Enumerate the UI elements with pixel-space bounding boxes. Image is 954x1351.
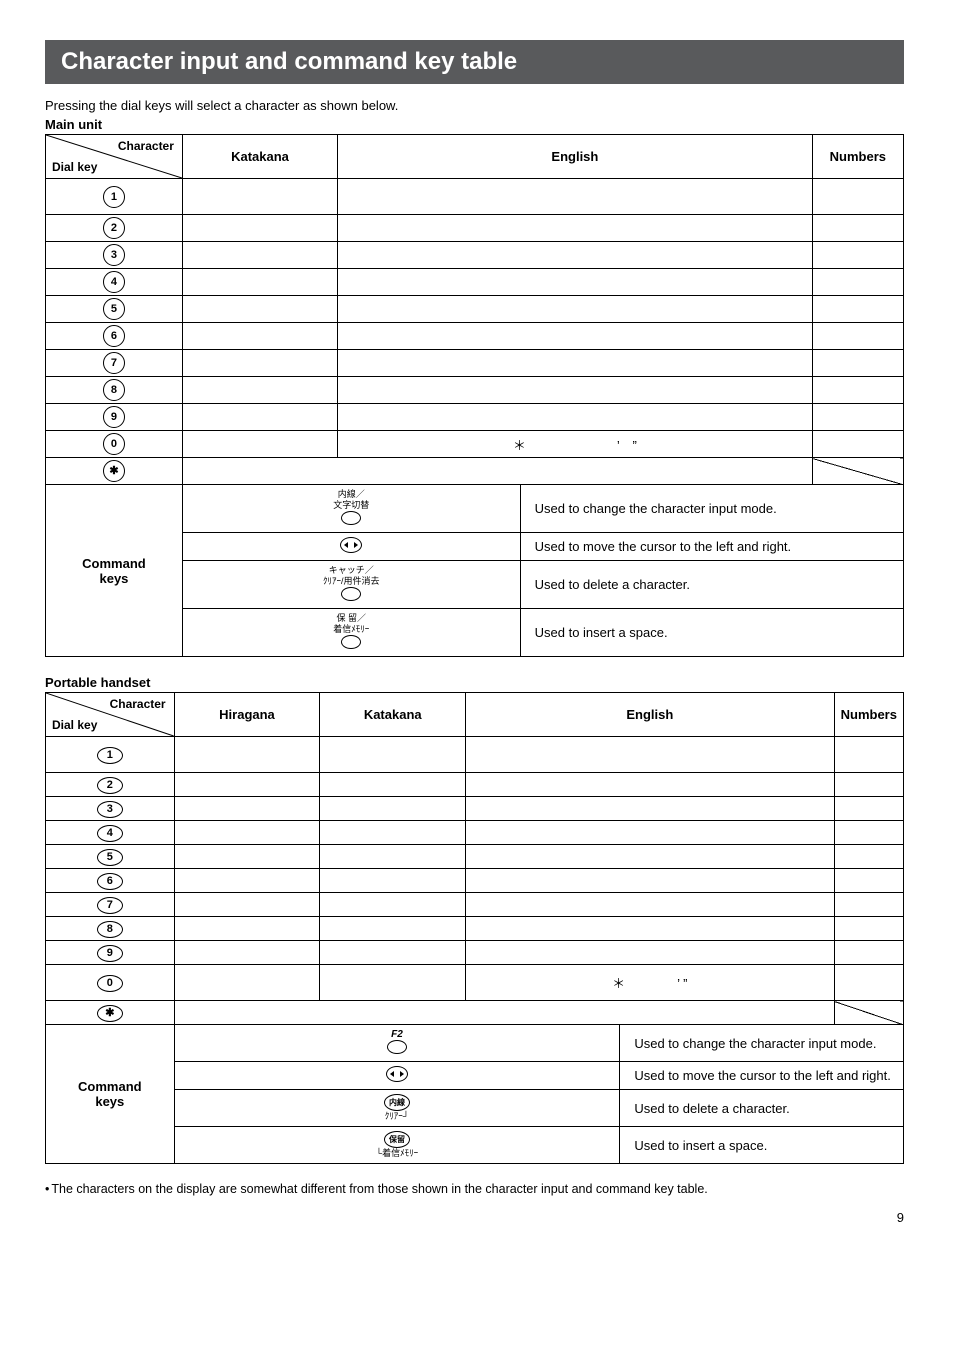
table-row: 1 [46, 179, 904, 215]
col-english: English [466, 693, 835, 737]
cursor-desc: Used to move the cursor to the left and … [520, 533, 903, 561]
dial-key-cell: 7 [46, 893, 175, 917]
page-number: 9 [45, 1210, 904, 1225]
col-numbers: Numbers [834, 693, 903, 737]
header-diag-cell: Character Dial key [46, 135, 183, 179]
dial-key-cell: ✱ [46, 1001, 175, 1025]
handset-label: Portable handset [45, 675, 904, 690]
table-row: 0＊ ’ ” [46, 431, 904, 458]
col-english: English [338, 135, 813, 179]
mode-change-key-icon: 内線／ 文字切替 [182, 485, 520, 533]
table-header-row: Character Dial key Hiragana Katakana Eng… [46, 693, 904, 737]
footnote: The characters on the display are somewh… [45, 1182, 904, 1196]
dial-key-cell: 7 [46, 350, 183, 377]
table-row: 4 [46, 269, 904, 296]
handset-table: Character Dial key Hiragana Katakana Eng… [45, 692, 904, 1164]
table-row: ✱ [46, 1001, 904, 1025]
command-keys-label: Command keys [46, 485, 183, 657]
col-hiragana: Hiragana [174, 693, 320, 737]
space-key-icon: 保留 └着信ﾒﾓﾘｰ [174, 1127, 620, 1164]
header-character: Character [110, 697, 166, 711]
dial-key-cell: 4 [46, 269, 183, 296]
col-numbers: Numbers [812, 135, 903, 179]
cursor-key-icon [182, 533, 520, 561]
dial-key-cell: 3 [46, 797, 175, 821]
delete-key-icon: 内線 ｸﾘｱｰ┘ [174, 1090, 620, 1127]
command-keys-label: Command keys [46, 1025, 175, 1164]
cursor-key-icon [174, 1062, 620, 1090]
table-row: 6 [46, 869, 904, 893]
command-row: Command keys F2 Used to change the chara… [46, 1025, 904, 1062]
dial-key-cell: 6 [46, 323, 183, 350]
dial-key-cell: 3 [46, 242, 183, 269]
table-row: 8 [46, 377, 904, 404]
dial-key-cell: 5 [46, 845, 175, 869]
dial-key-cell: 2 [46, 773, 175, 797]
intro-text: Pressing the dial keys will select a cha… [45, 98, 904, 113]
dial-key-cell: ✱ [46, 458, 183, 485]
table-row: 4 [46, 821, 904, 845]
header-dialkey: Dial key [52, 718, 97, 732]
mode-change-desc: Used to change the character input mode. [520, 485, 903, 533]
delete-desc: Used to delete a character. [520, 561, 903, 609]
dial-key-cell: 8 [46, 917, 175, 941]
table-row: 5 [46, 845, 904, 869]
dial-key-cell: 1 [46, 179, 183, 215]
main-unit-table: Character Dial key Katakana English Numb… [45, 134, 904, 657]
header-diag-cell: Character Dial key [46, 693, 175, 737]
dial-key-cell: 4 [46, 821, 175, 845]
table-row: 7 [46, 893, 904, 917]
table-header-row: Character Dial key Katakana English Numb… [46, 135, 904, 179]
main-unit-label: Main unit [45, 117, 904, 132]
col-katakana: Katakana [320, 693, 466, 737]
table-row: 8 [46, 917, 904, 941]
space-desc: Used to insert a space. [620, 1127, 904, 1164]
dial-key-cell: 2 [46, 215, 183, 242]
dial-key-cell: 6 [46, 869, 175, 893]
table-row: 5 [46, 296, 904, 323]
command-row: 保留 └着信ﾒﾓﾘｰ Used to insert a space. [46, 1127, 904, 1164]
command-row: Command keys 内線／ 文字切替 Used to change the… [46, 485, 904, 533]
mode-change-desc: Used to change the character input mode. [620, 1025, 904, 1062]
dial-key-cell: 8 [46, 377, 183, 404]
mode-change-key-icon: F2 [174, 1025, 620, 1062]
space-desc: Used to insert a space. [520, 609, 903, 657]
col-katakana: Katakana [182, 135, 337, 179]
table-row: 1 [46, 737, 904, 773]
dial-key-cell: 9 [46, 941, 175, 965]
cursor-desc: Used to move the cursor to the left and … [620, 1062, 904, 1090]
dial-key-cell: 0 [46, 431, 183, 458]
dial-key-cell: 1 [46, 737, 175, 773]
delete-desc: Used to delete a character. [620, 1090, 904, 1127]
table-row: 3 [46, 242, 904, 269]
table-row: 9 [46, 404, 904, 431]
dial-key-cell: 9 [46, 404, 183, 431]
table-row: 2 [46, 215, 904, 242]
header-character: Character [118, 139, 174, 153]
page-title: Character input and command key table [45, 40, 904, 84]
dial-key-cell: 0 [46, 965, 175, 1001]
space-key-icon: 保 留／ 着信ﾒﾓﾘｰ [182, 609, 520, 657]
table-row: 2 [46, 773, 904, 797]
table-row: 0＊ ’ ” [46, 965, 904, 1001]
dial-key-cell: 5 [46, 296, 183, 323]
table-row: 6 [46, 323, 904, 350]
table-row: 9 [46, 941, 904, 965]
command-row: Used to move the cursor to the left and … [46, 1062, 904, 1090]
table-row: 7 [46, 350, 904, 377]
command-row: 内線 ｸﾘｱｰ┘ Used to delete a character. [46, 1090, 904, 1127]
table-row: ✱ [46, 458, 904, 485]
header-dialkey: Dial key [52, 160, 97, 174]
delete-key-icon: キャッチ／ ｸﾘｱｰ/用件消去 [182, 561, 520, 609]
table-row: 3 [46, 797, 904, 821]
